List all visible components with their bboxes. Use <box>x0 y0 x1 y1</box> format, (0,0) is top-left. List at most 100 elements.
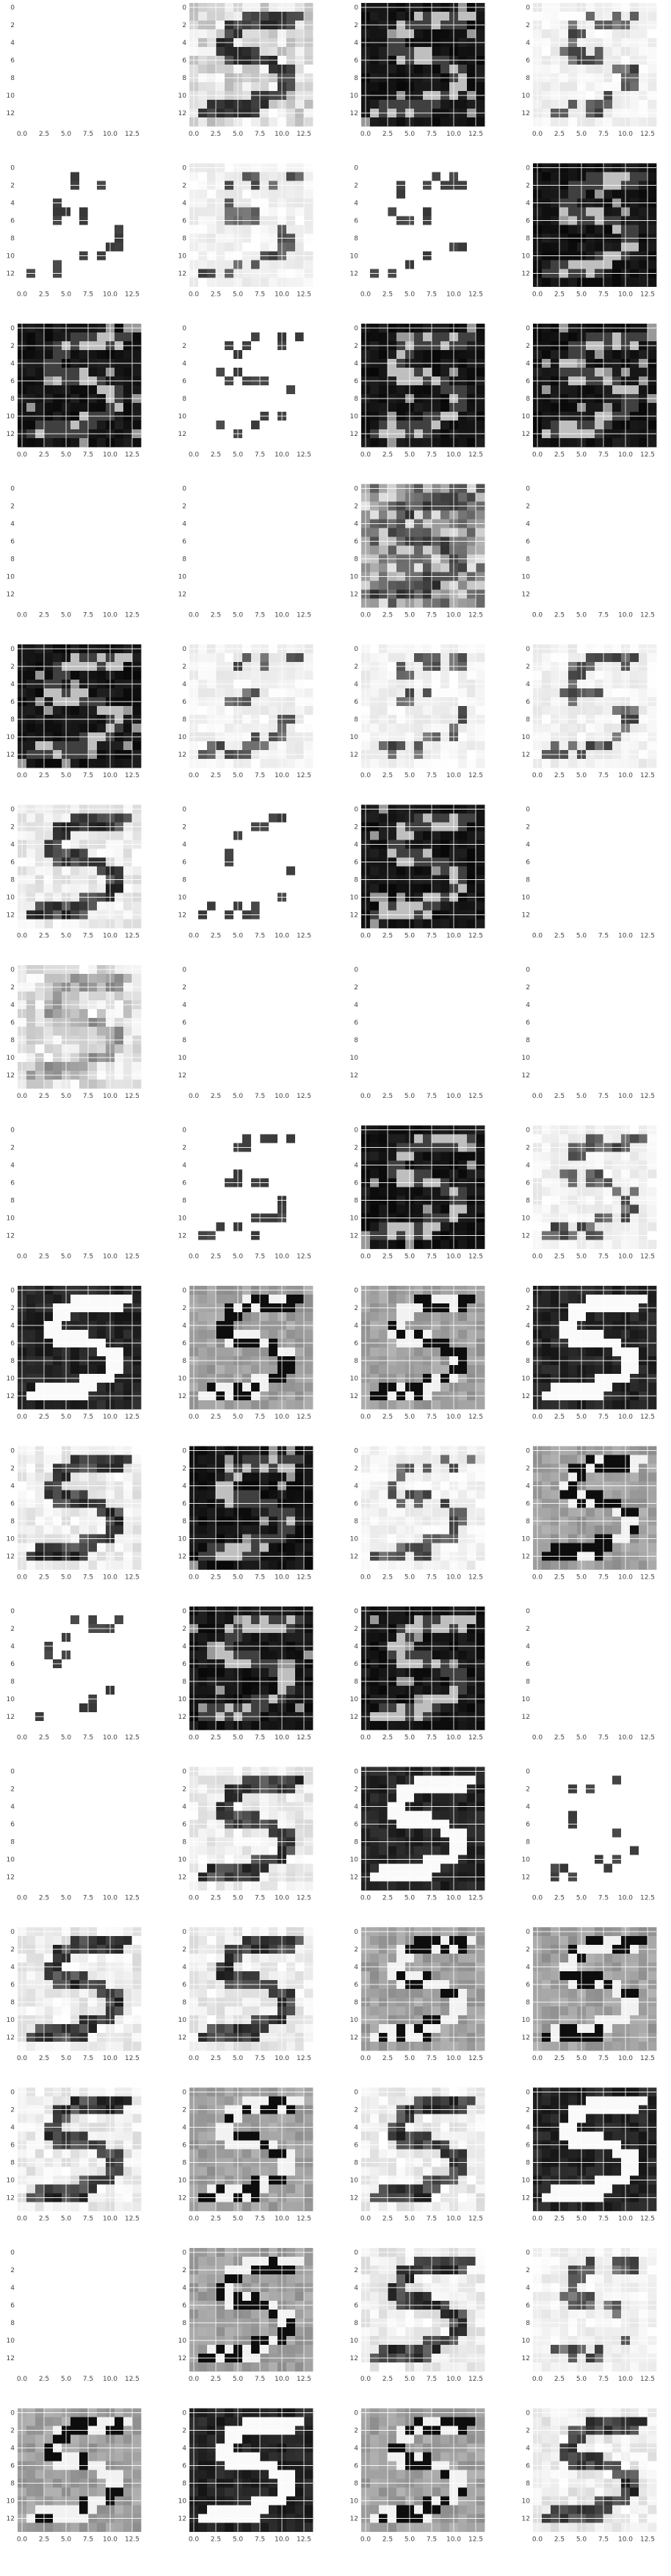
heatmap-cell <box>559 598 569 608</box>
heatmap-cell <box>612 189 622 199</box>
y-tick-label: 0 <box>10 807 15 814</box>
y-tick-label: 12 <box>350 110 358 117</box>
heatmap-cell <box>568 225 578 234</box>
heatmap-cell <box>304 421 313 430</box>
heatmap-cell <box>476 759 485 768</box>
heatmap-cell <box>586 189 595 199</box>
heatmap-cell <box>123 492 133 502</box>
heatmap-cell <box>379 671 388 680</box>
heatmap-cell <box>207 260 217 269</box>
heatmap-cell <box>295 866 305 876</box>
heatmap-cell <box>586 421 595 430</box>
heatmap-cell <box>559 421 569 430</box>
heatmap-cell <box>559 207 569 217</box>
heatmap-cell <box>388 277 397 287</box>
heatmap-cell <box>639 671 648 680</box>
heatmap-cell <box>53 759 62 768</box>
heatmap-cell <box>612 172 622 181</box>
heatmap-cell <box>35 741 45 751</box>
heatmap-cell <box>476 741 485 751</box>
y-tick-label: 0 <box>354 646 358 653</box>
heatmap-cell <box>414 492 424 502</box>
heatmap-cell <box>648 598 657 608</box>
heatmap-cell <box>88 65 98 74</box>
heatmap-cell <box>251 528 261 537</box>
heatmap-cell <box>304 172 313 181</box>
heatmap-cell <box>97 741 106 751</box>
x-tick-label: 7.5 <box>83 451 93 459</box>
x-tick-label: 2.5 <box>211 451 221 459</box>
heatmap-cell <box>198 528 208 537</box>
heatmap-cell <box>559 671 569 680</box>
heatmap-cell <box>260 242 269 252</box>
heatmap-cell <box>630 724 639 733</box>
heatmap-cell <box>225 421 234 430</box>
heatmap-cell <box>269 741 278 751</box>
heatmap-cell <box>414 438 424 448</box>
y-tick-label: 4 <box>354 200 358 208</box>
heatmap-cell <box>432 65 441 74</box>
heatmap-cell <box>423 492 432 502</box>
heatmap-cell <box>379 510 388 520</box>
heatmap-cell <box>115 403 124 412</box>
heatmap-cell <box>115 189 124 199</box>
heatmap-cell <box>97 919 106 928</box>
heatmap-cell <box>295 653 305 663</box>
heatmap-cell <box>88 277 98 287</box>
heatmap-cell <box>216 598 225 608</box>
heatmap-cell <box>132 759 142 768</box>
heatmap-cell <box>198 47 208 57</box>
heatmap-cell <box>630 65 639 74</box>
y-tick-label: 8 <box>526 396 530 403</box>
y-tick-label: 12 <box>178 912 186 920</box>
heatmap-cell <box>70 421 80 430</box>
heatmap-cell <box>115 848 124 858</box>
heatmap-cell <box>53 421 62 430</box>
y-tick-label: 0 <box>10 646 15 653</box>
heatmap-cell <box>586 581 595 590</box>
heatmap-cell <box>379 225 388 234</box>
heatmap-cell <box>586 65 595 74</box>
heatmap-cell <box>97 653 106 663</box>
heatmap-cell <box>115 759 124 768</box>
heatmap-cell <box>379 403 388 412</box>
heatmap-cell <box>97 813 106 823</box>
heatmap-cell <box>26 438 36 448</box>
heatmap-cell <box>476 848 485 858</box>
heatmap-cell <box>198 100 208 109</box>
heatmap-cell <box>414 813 424 823</box>
heatmap-cell <box>88 759 98 768</box>
heatmap-cell <box>423 47 432 57</box>
x-tick-label: 0.0 <box>360 291 371 299</box>
heatmap-cell <box>388 759 397 768</box>
heatmap-cell <box>370 848 380 858</box>
heatmap-cell <box>379 813 388 823</box>
x-tick-label: 7.5 <box>427 451 437 459</box>
heatmap-cell <box>286 438 296 448</box>
heatmap-cell <box>286 831 296 840</box>
heatmap-cell <box>639 528 648 537</box>
x-tick-label: 2.5 <box>554 291 565 299</box>
heatmap-cell <box>132 438 142 448</box>
heatmap-cell <box>630 350 639 360</box>
heatmap-cell <box>115 563 124 572</box>
heatmap-cell <box>123 65 133 74</box>
heatmap-cell <box>458 207 468 217</box>
heatmap-cell <box>286 563 296 572</box>
heatmap-cell <box>612 688 622 698</box>
heatmap-cell <box>198 65 208 74</box>
heatmap-cell <box>414 741 424 751</box>
x-tick-label: 12.5 <box>125 131 139 138</box>
heatmap-cell <box>242 528 252 537</box>
heatmap-cell <box>123 741 133 751</box>
heatmap-cell <box>440 528 450 537</box>
heatmap-cell <box>35 866 45 876</box>
heatmap-cell <box>612 277 622 287</box>
heatmap-cell <box>269 47 278 57</box>
heatmap-cell <box>295 492 305 502</box>
heatmap-cell <box>648 260 657 269</box>
y-tick-label: 0 <box>10 325 15 332</box>
heatmap-cell <box>132 277 142 287</box>
heatmap-cell <box>630 421 639 430</box>
